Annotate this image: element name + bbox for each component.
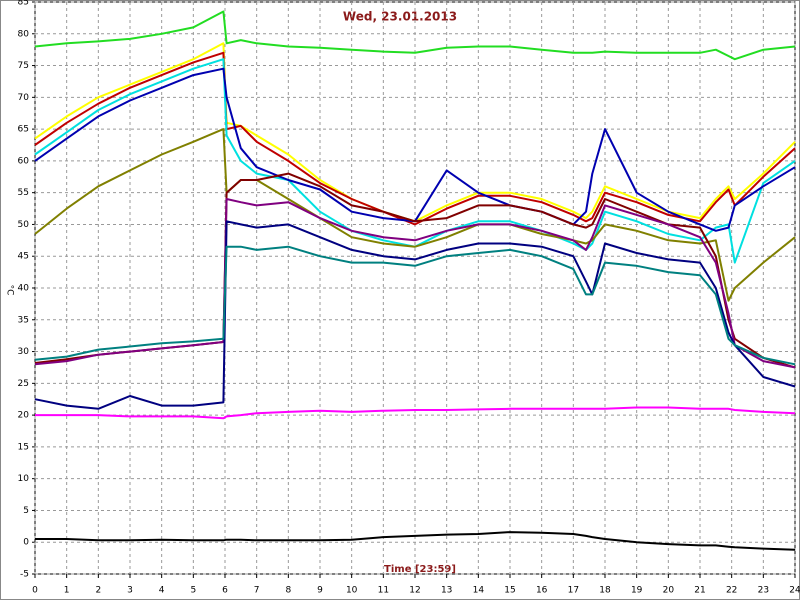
y-tick-label: 35 [18, 315, 29, 325]
x-tick-label: 1 [64, 586, 70, 596]
y-tick-label: 45 [18, 252, 29, 262]
x-tick-label: 20 [663, 586, 675, 596]
series-line [34, 220, 796, 410]
x-tick-label: 4 [159, 586, 165, 596]
x-tick-label: 17 [568, 586, 579, 596]
y-tick-label: 50 [18, 220, 30, 230]
x-tick-label: 21 [694, 586, 705, 596]
y-tick-label: 0 [23, 538, 29, 548]
y-tick-label: 85 [18, 0, 29, 8]
y-tick-label: 40 [18, 284, 30, 294]
x-tick-label: 5 [190, 586, 196, 596]
x-tick-label: 15 [504, 586, 515, 596]
x-tick-label: 18 [599, 586, 611, 596]
series-line [34, 245, 796, 366]
x-tick-label: 0 [32, 586, 38, 596]
series-line [34, 42, 796, 223]
y-tick-label: 20 [18, 411, 30, 421]
x-tick-label: 19 [631, 586, 643, 596]
y-tick-label: -5 [20, 570, 29, 580]
x-tick-label: 8 [285, 586, 291, 596]
y-tick-label: 30 [18, 347, 30, 357]
chart-title: Wed, 23.01.2013 [343, 10, 457, 24]
series-line [34, 128, 796, 302]
series-line [34, 67, 796, 232]
y-tick-label: 60 [18, 156, 30, 166]
series-line [35, 531, 796, 551]
x-tick-label: 13 [441, 586, 452, 596]
x-axis-label: Time [23:59] [384, 564, 456, 575]
x-tick-label: 24 [789, 586, 800, 596]
y-tick-label: 80 [18, 29, 30, 39]
series-line [35, 406, 796, 420]
x-tick-label: 16 [536, 586, 548, 596]
y-tick-label: 65 [18, 125, 29, 135]
series-line [34, 10, 796, 61]
y-tick-label: 70 [18, 93, 30, 103]
x-tick-label: 22 [726, 586, 737, 596]
x-tick-label: 23 [758, 586, 769, 596]
y-tick-label: 75 [18, 61, 29, 71]
x-tick-label: 11 [378, 586, 389, 596]
x-tick-label: 14 [473, 586, 485, 596]
x-tick-label: 10 [346, 586, 358, 596]
series-line [34, 51, 796, 226]
y-tick-label: 10 [18, 474, 30, 484]
x-tick-label: 9 [317, 586, 323, 596]
y-tick-label: 55 [18, 188, 29, 198]
y-axis-label: °C [5, 285, 15, 296]
x-tick-label: 2 [95, 586, 101, 596]
y-tick-label: 5 [23, 506, 29, 516]
y-tick-label: 25 [18, 379, 29, 389]
x-tick-label: 3 [127, 586, 133, 596]
x-tick-label: 6 [222, 586, 228, 596]
series-line [34, 198, 796, 369]
y-tick-label: 15 [18, 442, 29, 452]
x-tick-label: 12 [409, 586, 420, 596]
x-tick-label: 7 [254, 586, 260, 596]
